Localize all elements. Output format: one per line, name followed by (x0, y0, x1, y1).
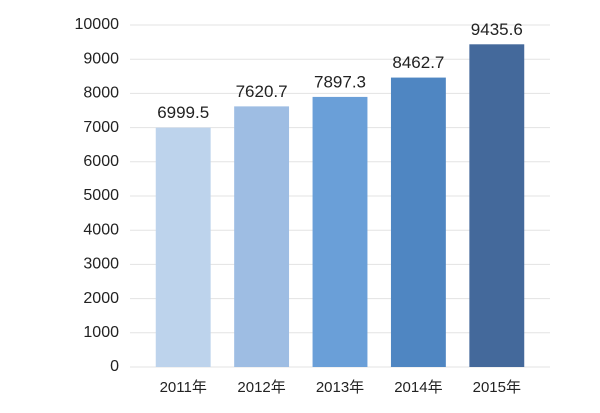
y-tick-label: 0 (110, 358, 119, 375)
x-tick-label: 2011年 (160, 379, 207, 396)
bar (312, 96, 368, 367)
y-tick-label: 9000 (83, 50, 119, 67)
y-tick-label: 5000 (83, 187, 119, 204)
bar (390, 77, 446, 368)
bar (155, 127, 211, 368)
bar (234, 106, 290, 367)
x-tick-label: 2015年 (473, 379, 521, 396)
y-tick-label: 6000 (83, 153, 119, 170)
y-tick-label: 8000 (83, 85, 119, 102)
y-tick-label: 4000 (83, 221, 119, 238)
y-tick-label: 3000 (83, 256, 119, 273)
y-tick-label: 1000 (83, 324, 119, 341)
data-label: 9435.6 (471, 20, 523, 39)
bar (469, 44, 525, 367)
y-tick-label: 10000 (75, 16, 120, 33)
y-tick-label: 7000 (83, 119, 119, 136)
data-label: 7897.3 (314, 72, 366, 91)
x-tick-label: 2014年 (394, 379, 442, 396)
data-label: 7620.7 (236, 82, 288, 101)
x-tick-label: 2012年 (237, 379, 285, 396)
data-label: 8462.7 (392, 53, 444, 72)
y-tick-label: 2000 (83, 290, 119, 307)
data-label: 6999.5 (157, 103, 209, 122)
x-tick-label: 2013年 (316, 379, 364, 396)
